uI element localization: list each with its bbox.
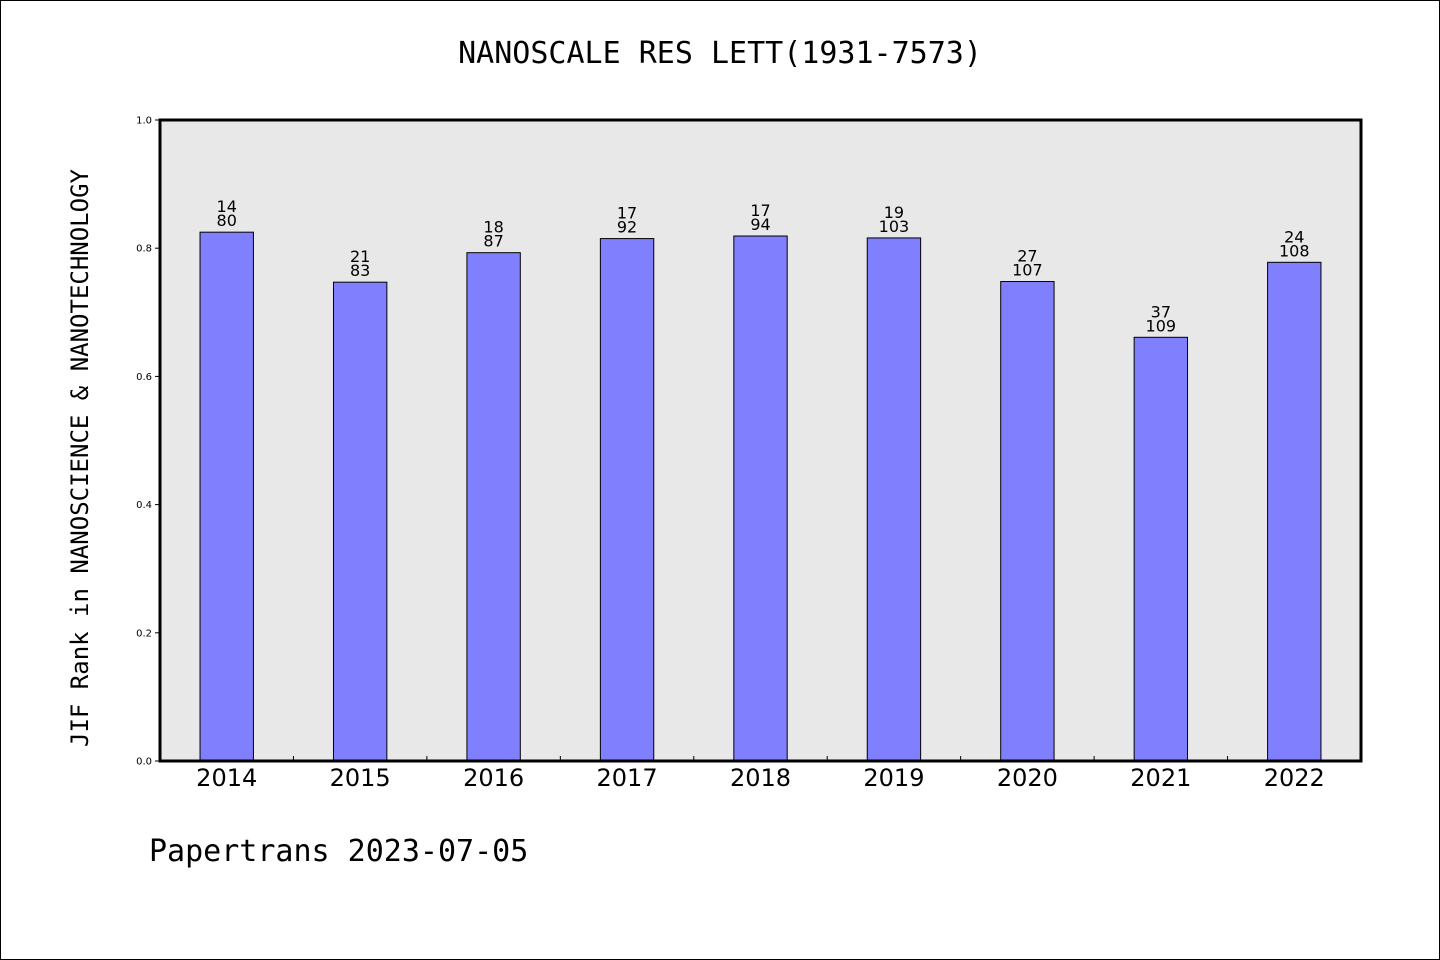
bar xyxy=(1133,336,1189,762)
x-tick-label: 2022 xyxy=(1264,764,1325,792)
y-tick-label: 0.6 xyxy=(136,372,152,383)
bar xyxy=(866,237,922,762)
x-tick-label: 2015 xyxy=(330,764,391,792)
bar-total-label: 107 xyxy=(1012,261,1043,280)
x-tick-label: 2018 xyxy=(730,764,791,792)
bar xyxy=(599,238,655,762)
bar-rank-label: 37 xyxy=(1151,302,1171,321)
chart-title: NANOSCALE RES LETT(1931-7573) xyxy=(458,36,982,71)
bar xyxy=(466,252,521,762)
bar-total-label: 92 xyxy=(617,218,637,237)
bar-total-label: 83 xyxy=(350,261,370,280)
x-tick-label: 2019 xyxy=(863,764,924,792)
bar-rank-label: 17 xyxy=(617,204,637,223)
y-tick-label: 0.0 xyxy=(136,757,152,768)
bar-rank-label: 14 xyxy=(217,197,237,216)
bar xyxy=(332,281,388,762)
y-tick-label: 0.2 xyxy=(136,628,152,639)
x-tick-label: 2021 xyxy=(1130,764,1191,792)
y-tick-label: 1.0 xyxy=(136,116,152,127)
bar-total-label: 103 xyxy=(879,217,910,236)
bar-rank-label: 21 xyxy=(350,247,370,266)
bar-rank-label: 18 xyxy=(483,218,503,237)
bar xyxy=(1267,261,1322,762)
bar-total-label: 94 xyxy=(750,215,770,234)
x-tick-label: 2017 xyxy=(597,764,658,792)
bar-total-label: 80 xyxy=(217,211,237,230)
y-tick-label: 0.8 xyxy=(136,244,152,255)
bar-total-label: 108 xyxy=(1279,241,1310,260)
bar xyxy=(1000,281,1055,762)
plot-border xyxy=(158,118,1363,763)
bar-total-label: 87 xyxy=(483,232,503,251)
y-tick-label: 0.4 xyxy=(136,500,152,511)
bar-rank-label: 27 xyxy=(1017,247,1037,266)
bar-rank-label: 19 xyxy=(884,203,904,222)
x-tick-label: 2014 xyxy=(196,764,257,792)
footer-credit: Papertrans 2023-07-05 xyxy=(149,834,529,869)
x-tick-label: 2016 xyxy=(463,764,524,792)
bar-total-label: 109 xyxy=(1146,316,1177,335)
bar xyxy=(199,231,254,762)
bar xyxy=(733,235,788,762)
bar-rank-label: 17 xyxy=(750,201,770,220)
bar-rank-label: 24 xyxy=(1284,227,1304,246)
x-tick-label: 2020 xyxy=(997,764,1058,792)
